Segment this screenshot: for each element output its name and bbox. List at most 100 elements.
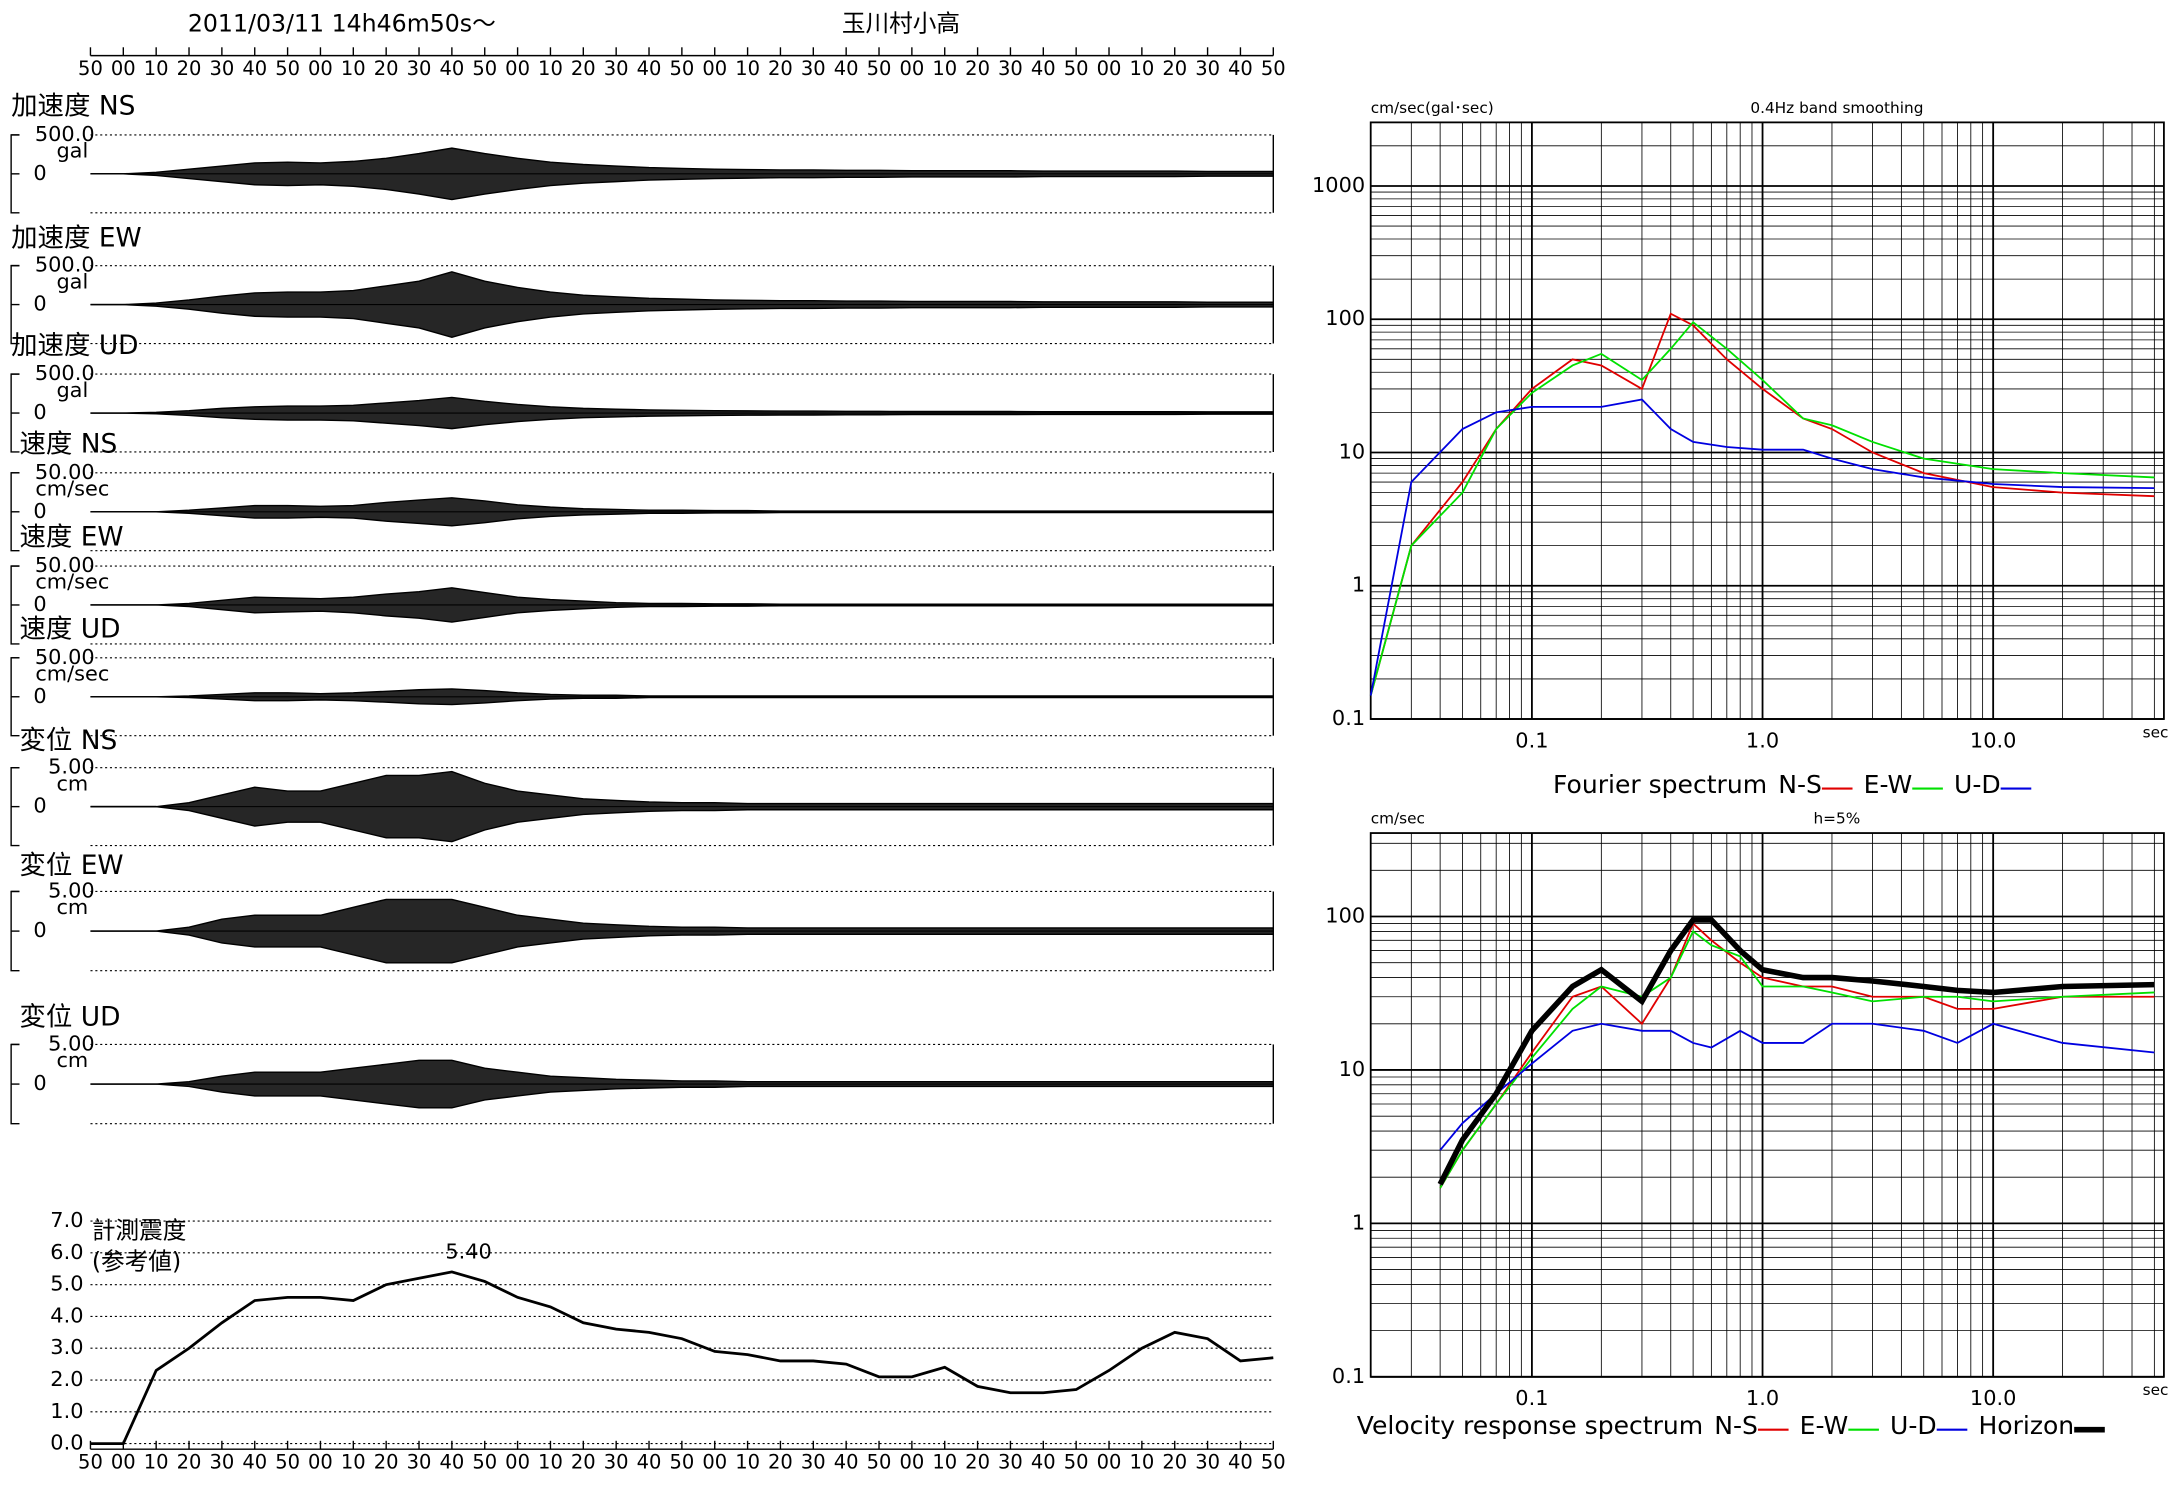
panel-label: 変位 NS bbox=[19, 725, 117, 756]
y-tick-label: 500.0 bbox=[35, 122, 95, 146]
x-tick-label: 40 bbox=[637, 57, 662, 80]
x-tick-label: 30 bbox=[604, 57, 629, 80]
y-tick-label: 0 bbox=[33, 499, 46, 523]
y-tick-label: 5.0 bbox=[50, 1272, 83, 1296]
y-tick-label: 10 bbox=[1339, 1057, 1366, 1081]
x-label: sec bbox=[2143, 723, 2169, 741]
y-tick-label: 5.00 bbox=[48, 1031, 94, 1055]
x-tick-label: 20 bbox=[571, 57, 596, 80]
x-tick-label: 50 bbox=[669, 57, 694, 80]
panel-label: 速度 NS bbox=[19, 429, 117, 460]
x-tick-label: 00 bbox=[505, 1451, 530, 1474]
x-tick-label: 20 bbox=[1162, 1451, 1187, 1474]
y-tick-label: 0 bbox=[33, 400, 46, 424]
x-tick-label: 40 bbox=[834, 1451, 859, 1474]
x-tick-label: 30 bbox=[998, 1451, 1023, 1474]
y-tick-label: 0.0 bbox=[50, 1431, 83, 1455]
envelope-upper bbox=[90, 770, 1274, 808]
legend-label: N-S bbox=[1778, 770, 1822, 799]
x-tick-label: 20 bbox=[177, 1451, 202, 1474]
x-tick-label: 10 bbox=[932, 57, 957, 80]
chart-title: 2011/03/11 14h46m50s〜 bbox=[188, 10, 496, 38]
x-tick-label: 1.0 bbox=[1746, 1386, 1779, 1410]
x-tick-label: 30 bbox=[407, 57, 432, 80]
y-tick-label: 50.00 bbox=[35, 645, 95, 669]
y-tick-label: 5.00 bbox=[48, 878, 94, 902]
annotation: 5.40 bbox=[445, 1239, 491, 1263]
series-line bbox=[1439, 1022, 2155, 1151]
series-line bbox=[1439, 930, 2155, 1189]
x-tick-label: 40 bbox=[1031, 1451, 1056, 1474]
legend-label: U-D bbox=[1890, 1411, 1937, 1440]
x-tick-label: 00 bbox=[1097, 57, 1122, 80]
x-tick-label: 50 bbox=[78, 57, 103, 80]
unit-label: cm bbox=[56, 1048, 88, 1072]
x-tick-label: 20 bbox=[965, 1451, 990, 1474]
y-tick-label: 10 bbox=[1339, 439, 1366, 463]
y-tick-label: 7.0 bbox=[50, 1208, 83, 1232]
x-tick-label: 00 bbox=[111, 57, 136, 80]
x-tick-label: 40 bbox=[1228, 57, 1253, 80]
x-tick-label: 50 bbox=[275, 57, 300, 80]
y-label: 計測震度 bbox=[92, 1217, 187, 1245]
x-tick-label: 10 bbox=[1129, 57, 1154, 80]
y-tick-label: 500.0 bbox=[35, 361, 95, 385]
legend-label: N-S bbox=[1714, 1411, 1758, 1440]
x-tick-label: 30 bbox=[407, 1451, 432, 1474]
x-tick-label: 00 bbox=[899, 1451, 924, 1474]
x-tick-label: 40 bbox=[1228, 1451, 1253, 1474]
x-tick-label: 10 bbox=[144, 1451, 169, 1474]
y-tick-label: 0 bbox=[33, 918, 46, 942]
unit-label: gal bbox=[56, 139, 88, 163]
x-tick-label: 30 bbox=[1195, 57, 1220, 80]
x-tick-label: 20 bbox=[768, 1451, 793, 1474]
x-tick-label: 20 bbox=[374, 57, 399, 80]
x-tick-label: 10 bbox=[538, 1451, 563, 1474]
x-tick-label: 50 bbox=[669, 1451, 694, 1474]
x-tick-label: 10 bbox=[144, 57, 169, 80]
x-tick-label: 40 bbox=[242, 1451, 267, 1474]
y-label: (参考値) bbox=[92, 1247, 181, 1275]
x-tick-label: 40 bbox=[637, 1451, 662, 1474]
x-tick-label: 10.0 bbox=[1970, 1386, 2016, 1410]
x-tick-label: 10.0 bbox=[1970, 728, 2016, 752]
x-tick-label: 40 bbox=[834, 57, 859, 80]
x-tick-label: 00 bbox=[505, 57, 530, 80]
legend-title: Velocity response spectrum bbox=[1357, 1411, 1703, 1440]
legend-label: E-W bbox=[1800, 1411, 1849, 1440]
y-tick-label: 4.0 bbox=[50, 1303, 83, 1327]
x-tick-label: 00 bbox=[308, 1451, 333, 1474]
y-tick-label: 0 bbox=[33, 292, 46, 316]
x-tick-label: 50 bbox=[867, 1451, 892, 1474]
x-tick-label: 0.1 bbox=[1515, 728, 1548, 752]
x-tick-label: 30 bbox=[209, 57, 234, 80]
x-tick-label: 20 bbox=[374, 1451, 399, 1474]
legend-label: E-W bbox=[1864, 770, 1913, 799]
series-line bbox=[1369, 398, 2155, 696]
envelope-upper bbox=[90, 147, 1274, 175]
x-tick-label: 00 bbox=[1097, 1451, 1122, 1474]
x-tick-label: 00 bbox=[899, 57, 924, 80]
y-tick-label: 5.00 bbox=[48, 755, 94, 779]
x-tick-label: 50 bbox=[1064, 1451, 1089, 1474]
y-tick-label: 500.0 bbox=[35, 253, 95, 277]
x-tick-label: 30 bbox=[209, 1451, 234, 1474]
legend-label: Horizon bbox=[1978, 1411, 2074, 1440]
y-label: cm/sec bbox=[1371, 810, 1425, 828]
unit-label: gal bbox=[56, 269, 88, 293]
x-tick-label: 30 bbox=[801, 1451, 826, 1474]
envelope-lower bbox=[90, 604, 1274, 623]
x-tick-label: 50 bbox=[1261, 1451, 1286, 1474]
x-tick-label: 40 bbox=[439, 1451, 464, 1474]
chart-subtitle: h=5% bbox=[1813, 810, 1860, 828]
envelope-upper bbox=[90, 271, 1274, 306]
unit-label: cm/sec bbox=[35, 477, 109, 501]
plot-frame bbox=[1369, 121, 2165, 720]
x-label: sec bbox=[2143, 1381, 2169, 1399]
x-tick-label: 10 bbox=[538, 57, 563, 80]
y-tick-label: 0 bbox=[33, 684, 46, 708]
x-tick-label: 50 bbox=[472, 1451, 497, 1474]
series-line bbox=[1369, 320, 2155, 696]
envelope-upper bbox=[90, 898, 1274, 932]
